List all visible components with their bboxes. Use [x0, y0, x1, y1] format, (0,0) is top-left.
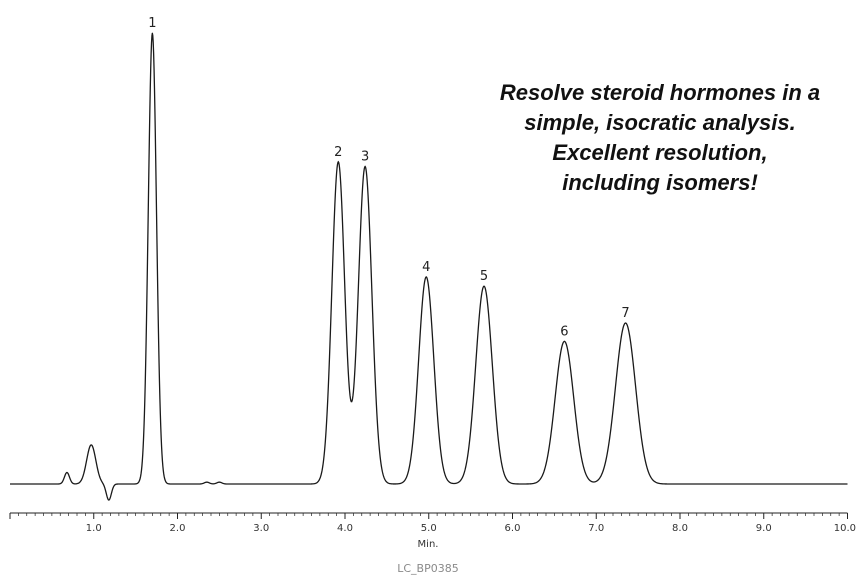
peak-label-1: 1	[148, 16, 156, 31]
callout-text: Resolve steroid hormones in a simple, is…	[470, 78, 850, 198]
x-tick-label: 9.0	[756, 523, 772, 534]
x-tick-label: 8.0	[672, 523, 688, 534]
x-tick-label: 2.0	[170, 523, 186, 534]
x-tick-label: 1.0	[86, 523, 102, 534]
peak-label-4: 4	[422, 260, 430, 275]
peak-7-apex	[624, 322, 627, 324]
peak-6-apex	[563, 340, 566, 342]
x-tick-label: 4.0	[337, 523, 353, 534]
peak-4-apex	[425, 276, 427, 278]
signal-layer	[10, 33, 848, 501]
peak-label-6: 6	[560, 324, 568, 339]
x-axis-title: Min.	[418, 539, 439, 550]
x-tick-label: 6.0	[505, 523, 521, 534]
callout-line-3: Excellent resolution,	[552, 140, 768, 165]
x-tick-label: 5.0	[421, 523, 437, 534]
peak-label-7: 7	[621, 306, 629, 321]
callout-line-1: Resolve steroid hormones in a	[499, 80, 821, 105]
peak-3-apex	[364, 165, 366, 168]
figure-code-label: LC_BP0385	[397, 562, 458, 575]
x-tick-label: 3.0	[253, 523, 269, 534]
peak-label-2: 2	[334, 145, 342, 160]
peak-label-3: 3	[361, 150, 369, 165]
peak-2-apex	[337, 161, 339, 163]
peak-label-5: 5	[480, 269, 488, 284]
callout-line-2: simple, isocratic analysis.	[524, 110, 796, 135]
callout-line-4: including isomers!	[562, 170, 758, 195]
peak-labels: 1 2 3 4 5 6 7	[148, 16, 630, 342]
x-tick-label: 10.0	[834, 523, 856, 534]
peak-1-apex	[151, 32, 153, 34]
peak-5-apex	[483, 285, 485, 287]
x-axis: 1.0 2.0 3.0 4.0 5.0 6.0 7.0 8.0 9.0 10.0	[9, 512, 856, 534]
chromatogram-trace	[10, 33, 848, 501]
x-tick-label: 7.0	[588, 523, 604, 534]
